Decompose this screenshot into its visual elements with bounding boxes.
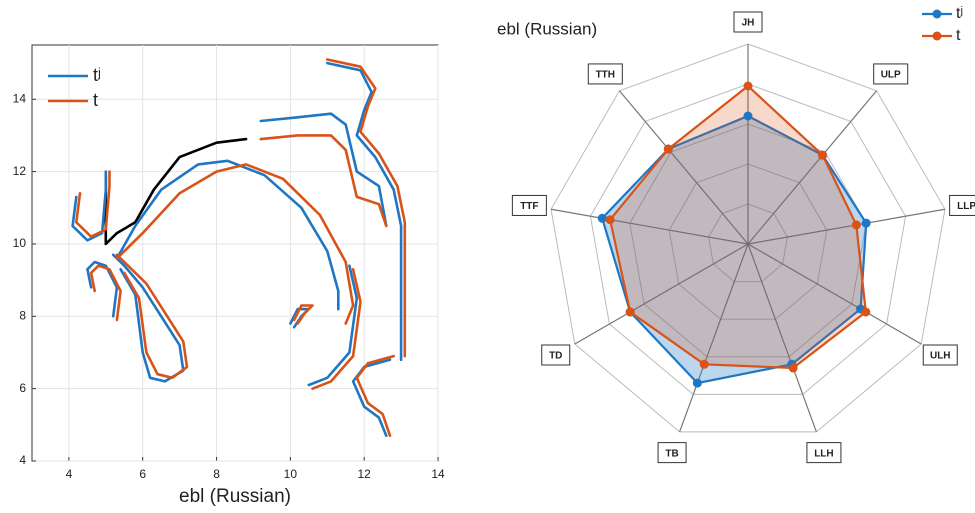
axis-label: LLP — [957, 201, 975, 212]
radar-point — [788, 363, 798, 373]
x-tick-label: 6 — [139, 467, 146, 481]
axis-label: JH — [742, 18, 755, 29]
radar-point — [597, 213, 607, 223]
radar-area — [608, 84, 867, 370]
axis-label: TB — [665, 448, 678, 459]
y-tick-label: 6 — [19, 381, 26, 395]
axis-label-box — [806, 442, 842, 464]
axis-label: ULH — [930, 351, 951, 362]
radar-point — [605, 215, 615, 225]
legend-label: tʲ — [956, 5, 963, 22]
axis-label: LLH — [814, 448, 833, 459]
x-tick-label: 4 — [66, 467, 73, 481]
radar-spoke — [747, 243, 922, 345]
radar-spoke — [747, 90, 878, 245]
x-axis-label: ebl (Russian) — [179, 486, 291, 507]
radar-ring — [668, 163, 828, 320]
axis-label-box — [657, 442, 687, 464]
legend-label: t — [93, 90, 98, 110]
legend-marker — [932, 31, 942, 41]
axis-label-box — [949, 194, 975, 216]
radar-point — [743, 81, 753, 91]
radar-point — [699, 359, 709, 369]
x-tick-label: 10 — [284, 467, 298, 481]
radar-point — [818, 150, 828, 160]
axis-label: TD — [549, 351, 562, 362]
axis-label-box — [541, 344, 571, 366]
legend-label: tʲ — [93, 65, 101, 85]
radar-ring — [550, 43, 946, 433]
axis-label-box — [511, 194, 547, 216]
y-tick-label: 4 — [19, 453, 26, 467]
plot-area — [31, 44, 439, 462]
radar-point — [861, 307, 871, 317]
radar-point — [743, 111, 753, 121]
radar-point — [625, 307, 635, 317]
x-tick-label: 14 — [431, 467, 445, 481]
y-tick-label: 14 — [13, 91, 27, 105]
radar-spoke — [550, 208, 749, 245]
radar-ring — [589, 83, 907, 395]
y-tick-label: 12 — [13, 164, 27, 178]
x-tick-label: 12 — [358, 467, 372, 481]
axis-label-box — [733, 11, 763, 33]
radar-spoke — [618, 90, 749, 245]
y-tick-label: 8 — [19, 308, 26, 322]
axis-label: TTF — [520, 201, 538, 212]
axis-label-box — [873, 63, 909, 85]
radar-point — [663, 144, 673, 154]
x-tick-label: 8 — [213, 467, 220, 481]
y-tick-label: 10 — [13, 236, 27, 250]
contour-line — [104, 137, 248, 246]
radar-ring — [708, 203, 788, 283]
radar-spoke — [747, 243, 817, 433]
radar-point — [861, 218, 871, 228]
chart-title: ebl (Russian) — [497, 19, 597, 38]
axis-label: TTH — [596, 70, 615, 81]
radar-point — [692, 378, 702, 388]
radar-spoke — [679, 243, 749, 433]
axis-label: ULP — [881, 70, 901, 81]
radar-ring — [629, 123, 867, 358]
radar-area — [600, 114, 868, 385]
legend-label: t — [956, 27, 961, 44]
axis-label-box — [922, 344, 958, 366]
radar-point — [851, 220, 861, 230]
radar-spoke — [574, 243, 749, 345]
legend-marker — [932, 9, 942, 19]
radar-spoke — [747, 208, 946, 245]
axis-label-box — [587, 63, 623, 85]
contour-line — [75, 58, 407, 437]
